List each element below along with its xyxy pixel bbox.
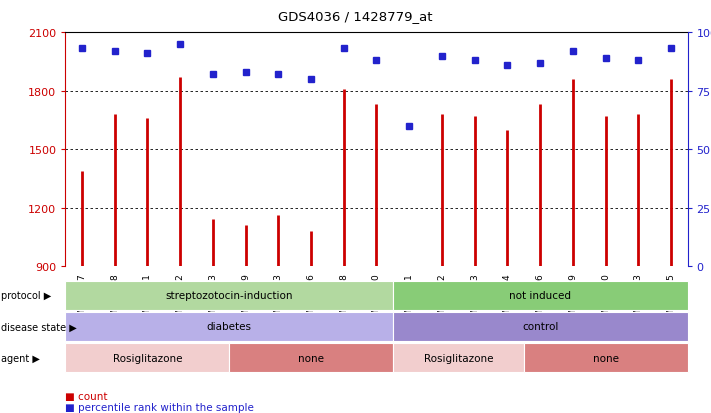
- Text: ■ count: ■ count: [65, 392, 108, 401]
- Text: diabetes: diabetes: [207, 322, 252, 332]
- Text: disease state ▶: disease state ▶: [1, 322, 77, 332]
- Text: GDS4036 / 1428779_at: GDS4036 / 1428779_at: [278, 10, 433, 23]
- Text: not induced: not induced: [509, 291, 571, 301]
- Text: none: none: [298, 353, 324, 363]
- Text: Rosiglitazone: Rosiglitazone: [112, 353, 182, 363]
- Text: ■ percentile rank within the sample: ■ percentile rank within the sample: [65, 402, 255, 412]
- Text: Rosiglitazone: Rosiglitazone: [424, 353, 493, 363]
- Text: streptozotocin-induction: streptozotocin-induction: [166, 291, 293, 301]
- Text: agent ▶: agent ▶: [1, 353, 41, 363]
- Text: protocol ▶: protocol ▶: [1, 291, 52, 301]
- Text: control: control: [522, 322, 558, 332]
- Text: none: none: [593, 353, 619, 363]
